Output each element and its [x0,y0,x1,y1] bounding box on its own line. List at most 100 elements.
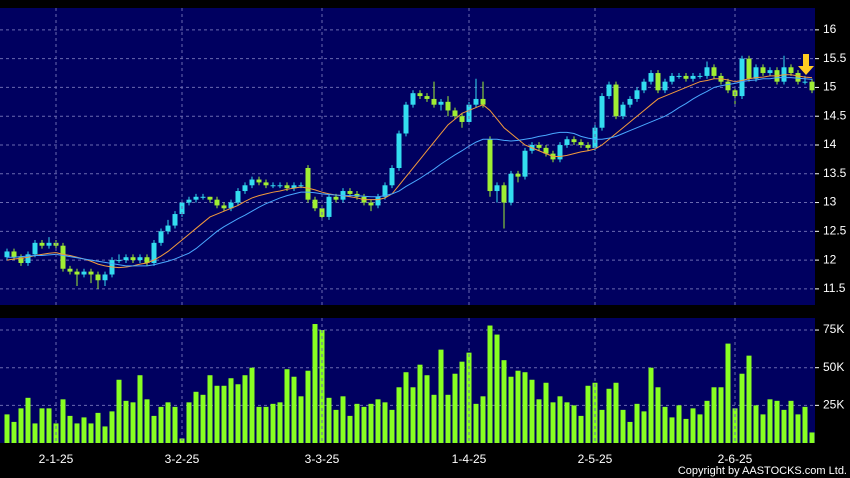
volume-bar [284,369,290,443]
volume-bar [151,415,157,443]
volume-bar [452,373,458,443]
candle-body [725,81,731,91]
candle-body [88,271,94,275]
candle-body [578,142,584,145]
candle-body [536,144,542,148]
candle-body [606,84,612,97]
volume-bar [641,411,647,443]
volume-bar [214,385,220,443]
candle-body [74,271,80,275]
candle-body [522,150,528,177]
candle-body [172,214,178,226]
candle-body [690,75,696,79]
candle-body [585,144,591,148]
volume-bar [711,387,717,443]
volume-bar [95,412,101,443]
candle-body [431,98,437,105]
candle-body [67,268,73,272]
volume-bar [130,402,136,443]
candle-body [599,96,605,128]
candle-body [452,110,458,117]
candle-body [424,96,430,99]
candle-body [389,168,395,186]
x-tick-label: 2-5-25 [578,452,613,466]
candle-body [662,81,668,91]
candle-body [788,67,794,74]
volume-bar [690,408,696,443]
candle-body [270,185,276,187]
candle-body [564,139,570,145]
volume-bar [221,385,227,443]
volume-bar [753,405,759,443]
volume-bar [368,403,374,443]
volume-bar [655,387,661,443]
candle-body [487,139,493,192]
volume-bar [137,375,143,443]
volume-bar [564,402,570,443]
y-tick-label: 13.5 [823,166,847,180]
candle-body [123,257,129,261]
candle-body [39,242,45,246]
volume-bar [305,370,311,443]
candle-body [767,70,773,74]
volume-bar [487,325,493,443]
volume-bar [627,421,633,443]
candle-body [312,199,318,209]
candle-body [683,75,689,79]
copyright: Copyright by AASTOCKS.com Ltd. [678,465,847,477]
candle-body [403,104,409,134]
candle-body [711,67,717,76]
candle-body [228,202,234,209]
candle-body [291,185,297,189]
candle-body [739,58,745,97]
volume-bar [102,426,108,443]
candle-body [60,245,66,269]
volume-bar [431,394,437,443]
y-tick-label: 25K [823,398,844,412]
volume-bar [291,376,297,443]
candle-body [746,58,752,79]
volume-bar [620,409,626,443]
candle-body [368,202,374,206]
candle-body [592,127,598,148]
volume-bar [669,417,675,443]
candle-body [704,67,710,76]
candle-body [655,73,661,91]
candle-body [18,257,24,263]
volume-bar [172,406,178,443]
candle-body [144,257,150,263]
candle-body [382,185,388,197]
volume-bar [18,408,24,443]
volume-bar [515,370,521,443]
candle-body [466,104,472,122]
volume-bar [718,387,724,443]
volume-bar [774,400,780,443]
y-tick-label: 12.5 [823,223,847,237]
volume-bar [256,406,262,443]
volume-bar [676,405,682,443]
candle-body [473,98,479,105]
price-panel [0,8,815,305]
volume-bar [781,409,787,443]
volume-bar [683,418,689,443]
candle-body [557,144,563,160]
volume-bar [438,349,444,443]
candle-body [648,73,654,82]
candle-body [284,185,290,189]
volume-bar [760,414,766,443]
candle-body [543,147,549,154]
volume-bar [480,396,486,443]
volume-bar [326,397,332,443]
candle-body [242,185,248,192]
candle-body [571,139,577,143]
candle-body [347,191,353,194]
candle-body [214,199,220,206]
volume-bar [606,388,612,443]
volume-bar [725,343,731,443]
candle-body [207,196,213,200]
y-tick-label: 15 [823,80,837,94]
volume-bar [158,406,164,443]
candle-body [95,274,101,281]
